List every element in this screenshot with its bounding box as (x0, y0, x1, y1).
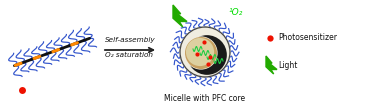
Circle shape (184, 36, 218, 70)
Polygon shape (173, 5, 187, 27)
Circle shape (185, 37, 217, 69)
Polygon shape (266, 56, 277, 74)
Text: O₂ saturation: O₂ saturation (105, 52, 153, 58)
Text: Self-assembly: Self-assembly (105, 37, 155, 43)
Text: Micelle with PFC core: Micelle with PFC core (164, 94, 246, 103)
Circle shape (187, 35, 227, 75)
Circle shape (180, 27, 230, 77)
Text: Light: Light (278, 61, 297, 70)
Text: Photosensitizer: Photosensitizer (278, 33, 337, 43)
Text: ¹O₂: ¹O₂ (228, 8, 242, 17)
Circle shape (186, 38, 214, 66)
